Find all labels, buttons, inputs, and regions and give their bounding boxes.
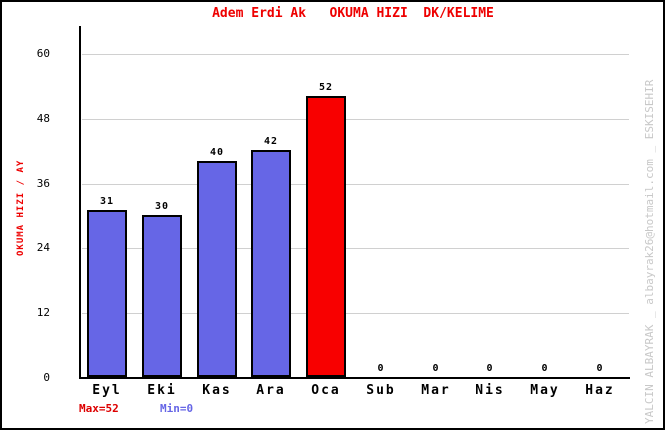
bar-value-label: 30 <box>154 201 170 212</box>
bar-value-label: 0 <box>377 363 385 374</box>
y-tick-label: 36 <box>36 177 50 190</box>
bar-value-label: 0 <box>432 363 440 374</box>
y-axis-line <box>79 26 81 379</box>
x-tick-label: Eki <box>147 383 177 398</box>
x-tick-label: Ara <box>256 383 286 398</box>
bar-value-label: 31 <box>99 196 115 207</box>
y-tick-label: 60 <box>36 47 50 60</box>
gridline <box>82 184 629 185</box>
x-tick-label: Kas <box>202 383 232 398</box>
y-tick-label: 48 <box>36 112 50 125</box>
x-tick-label: Nis <box>475 383 505 398</box>
x-tick-label: Haz <box>585 383 615 398</box>
gridline <box>82 119 629 120</box>
x-tick-label: Eyl <box>92 383 122 398</box>
min-value-label: Min=0 <box>160 402 194 415</box>
bar <box>251 150 291 377</box>
y-tick-label: 12 <box>36 306 50 319</box>
gridline <box>82 54 629 55</box>
gridline <box>82 313 629 314</box>
bar <box>87 210 127 377</box>
watermark-text: YALCIN ALBAYRAK _ albayrak26@hotmail.com… <box>643 79 656 424</box>
bar-value-label: 40 <box>209 147 225 158</box>
max-value-label: Max=52 <box>79 402 119 415</box>
bar-value-label: 0 <box>541 363 549 374</box>
x-tick-label: Sub <box>366 383 396 398</box>
y-tick-label: 0 <box>43 371 50 384</box>
chart-title: Adem Erdi Ak OKUMA HIZI DK/KELIME <box>212 6 494 21</box>
bar-value-label: 52 <box>318 82 334 93</box>
gridline <box>82 248 629 249</box>
bar <box>197 161 237 377</box>
bar-value-label: 0 <box>596 363 604 374</box>
x-tick-label: Oca <box>311 383 341 398</box>
bar <box>142 215 182 377</box>
bar-value-label: 0 <box>486 363 494 374</box>
x-tick-label: May <box>530 383 560 398</box>
bar-value-label: 42 <box>263 136 279 147</box>
x-axis-line <box>79 377 630 379</box>
bar <box>306 96 346 377</box>
x-tick-label: Mar <box>421 383 451 398</box>
y-tick-label: 24 <box>36 241 50 254</box>
